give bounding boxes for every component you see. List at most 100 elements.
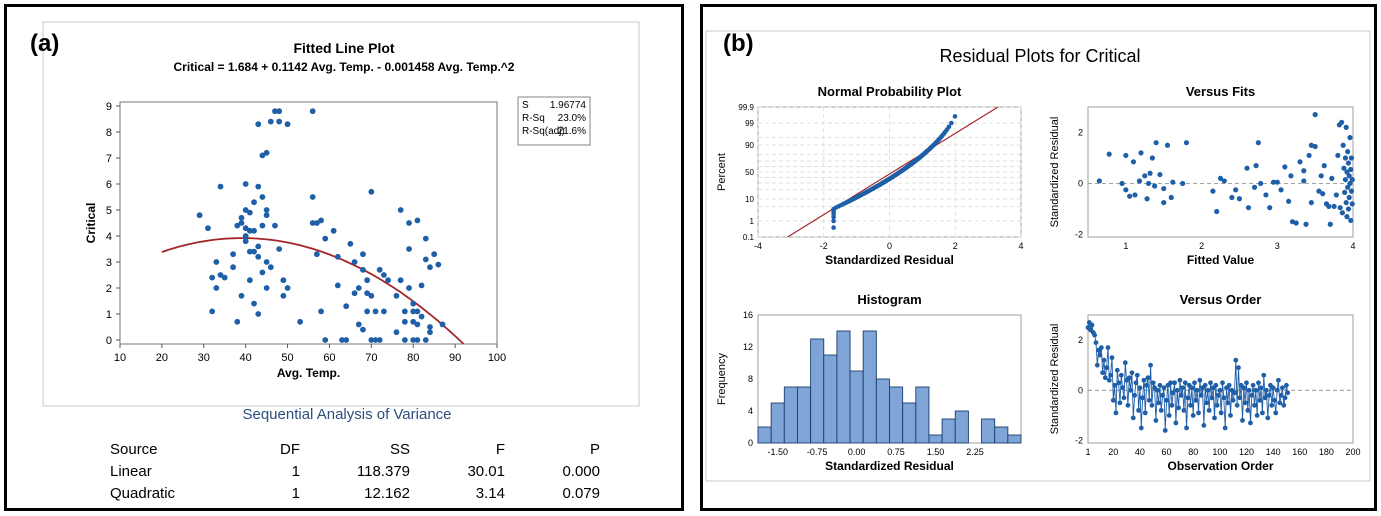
data-point bbox=[1252, 402, 1257, 408]
histogram-bar bbox=[823, 354, 838, 444]
data-point bbox=[251, 248, 257, 255]
data-point bbox=[1118, 372, 1124, 378]
histogram-bar bbox=[902, 402, 917, 444]
data-point bbox=[1205, 387, 1211, 393]
data-point bbox=[1303, 221, 1309, 227]
data-point bbox=[309, 194, 316, 200]
histogram-bar bbox=[862, 330, 877, 444]
histogram-bar bbox=[941, 418, 956, 444]
data-point bbox=[246, 227, 253, 234]
data-point bbox=[309, 220, 316, 226]
panel-b: (b) Residual Plots for Critical -4 -2 0 2 4 0… bbox=[700, 4, 1377, 511]
data-point bbox=[1244, 165, 1250, 171]
x-tick-label: 30 bbox=[198, 352, 210, 364]
data-point bbox=[1347, 180, 1353, 187]
data-point bbox=[1246, 387, 1252, 393]
data-point bbox=[209, 274, 216, 281]
y-tick-label: -2 bbox=[1075, 229, 1083, 239]
anova-cell: 0.000 bbox=[562, 462, 600, 480]
data-point bbox=[209, 308, 216, 315]
data-point bbox=[1158, 407, 1164, 413]
data-point bbox=[1160, 392, 1165, 398]
data-point bbox=[1348, 166, 1354, 173]
data-point bbox=[1194, 387, 1200, 393]
panel-a: (a) Fitted Line Plot Critical = 1.684 + … bbox=[4, 4, 684, 511]
data-point bbox=[1288, 173, 1294, 179]
data-point bbox=[1272, 397, 1277, 403]
y-tick-label: 1 bbox=[750, 217, 755, 226]
data-point bbox=[364, 277, 371, 284]
data-point bbox=[1180, 385, 1185, 391]
data-point bbox=[196, 212, 203, 219]
data-point bbox=[355, 285, 362, 291]
data-point bbox=[1316, 188, 1322, 194]
data-point bbox=[381, 272, 387, 278]
data-point bbox=[1318, 173, 1324, 179]
data-point bbox=[1348, 188, 1355, 194]
data-point bbox=[1306, 152, 1312, 159]
y-tick-label: 3 bbox=[106, 257, 112, 269]
subplot-title: Normal Probability Plot bbox=[818, 84, 962, 99]
data-point bbox=[1168, 194, 1174, 201]
data-point bbox=[1346, 194, 1352, 201]
data-point bbox=[334, 253, 341, 260]
data-point bbox=[1106, 151, 1112, 157]
data-point bbox=[1301, 168, 1307, 174]
data-point bbox=[376, 337, 383, 343]
data-point bbox=[1339, 210, 1345, 216]
x-tick-label: 0 bbox=[887, 241, 892, 251]
data-point bbox=[1114, 367, 1120, 373]
data-point bbox=[1345, 184, 1351, 190]
data-point bbox=[1123, 187, 1129, 193]
data-point bbox=[427, 264, 433, 271]
y-tick-label: 10 bbox=[745, 195, 754, 204]
data-point bbox=[238, 220, 245, 226]
data-point bbox=[1241, 385, 1247, 391]
data-point bbox=[401, 318, 408, 325]
y-axis-label: Frequency bbox=[716, 353, 728, 405]
data-point bbox=[1202, 382, 1208, 388]
anova-cell: Quadratic bbox=[110, 484, 176, 502]
anova-header-row: Source DF SS F P bbox=[110, 438, 600, 460]
data-point bbox=[1180, 180, 1186, 187]
data-point bbox=[1274, 387, 1280, 393]
data-point bbox=[1149, 155, 1155, 161]
data-point bbox=[1293, 220, 1299, 226]
anova-cell: 3.14 bbox=[475, 484, 505, 502]
data-point bbox=[1170, 179, 1176, 185]
data-point bbox=[1221, 178, 1227, 184]
data-point bbox=[1120, 385, 1126, 391]
data-point bbox=[1125, 402, 1131, 408]
data-point bbox=[831, 225, 836, 230]
data-point bbox=[1232, 390, 1237, 396]
data-point bbox=[313, 220, 320, 226]
data-point bbox=[217, 272, 224, 278]
y-tick-label: 2 bbox=[1078, 335, 1083, 345]
data-point bbox=[276, 246, 283, 252]
anova-header-df: DF bbox=[280, 440, 300, 458]
data-point bbox=[272, 222, 278, 229]
data-point bbox=[1110, 397, 1116, 403]
fit-equation: Critical = 1.684 + 0.1142 Avg. Temp. - 0… bbox=[174, 60, 515, 74]
data-point bbox=[355, 321, 362, 328]
y-tick-label: 12 bbox=[743, 342, 753, 352]
x-tick-label: 50 bbox=[281, 352, 293, 364]
data-point bbox=[267, 118, 274, 125]
y-axis-label: Percent bbox=[716, 153, 728, 191]
y-tick-label: 4 bbox=[748, 406, 753, 416]
y-tick-label: 1 bbox=[106, 309, 112, 321]
data-point bbox=[1169, 402, 1175, 408]
table-row: Quadratic 1 12.162 3.14 0.079 bbox=[110, 482, 600, 504]
data-point bbox=[242, 181, 249, 187]
data-point bbox=[238, 214, 245, 221]
data-point bbox=[255, 311, 262, 317]
y-tick-label: 2 bbox=[1078, 127, 1083, 137]
data-point bbox=[401, 308, 408, 315]
data-point bbox=[435, 261, 442, 268]
data-point bbox=[284, 285, 291, 291]
data-point bbox=[410, 337, 417, 343]
data-point bbox=[1102, 375, 1108, 381]
data-point bbox=[1168, 380, 1173, 386]
data-point bbox=[339, 337, 345, 343]
data-point bbox=[1189, 385, 1195, 391]
